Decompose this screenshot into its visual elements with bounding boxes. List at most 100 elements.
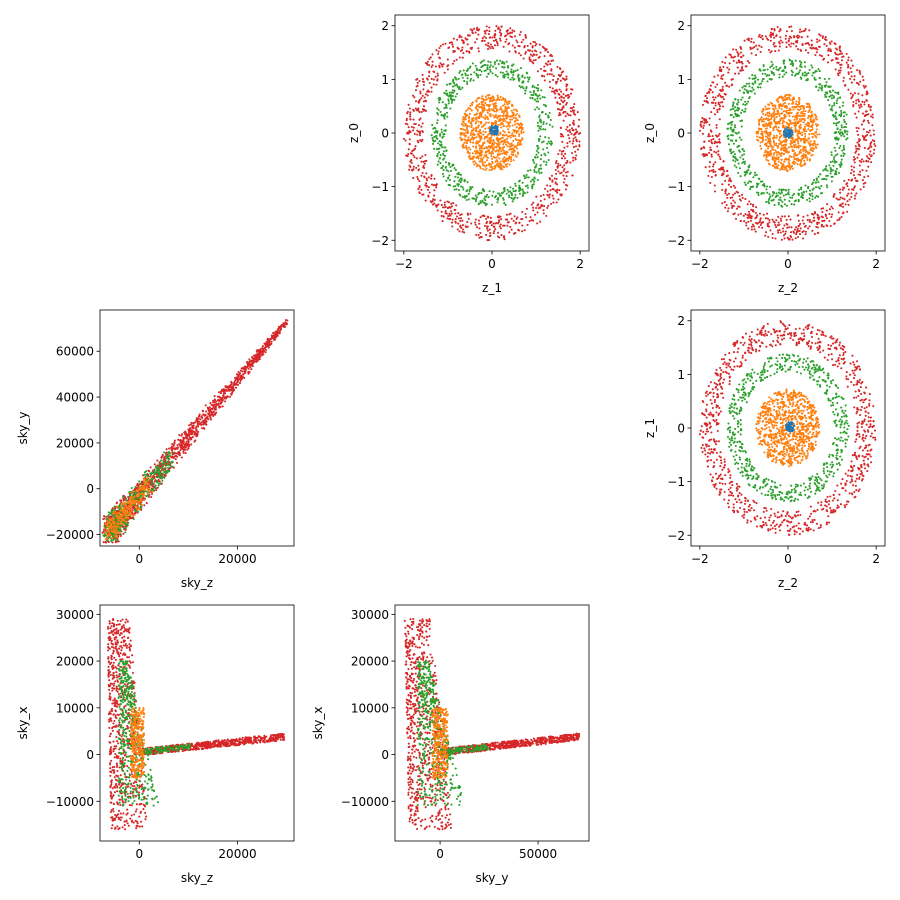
scatter-point-orange bbox=[784, 104, 788, 108]
scatter-point-green bbox=[458, 71, 461, 74]
scatter-point-orange bbox=[485, 104, 488, 107]
scatter-point-red bbox=[764, 217, 767, 220]
scatter-point-red bbox=[747, 214, 750, 217]
scatter-point-green bbox=[524, 185, 527, 188]
scatter-point-green bbox=[803, 71, 807, 74]
scatter-point-red bbox=[730, 56, 733, 59]
scatter-point-orange bbox=[474, 117, 477, 120]
scatter-point-green bbox=[518, 189, 521, 193]
scatter-point-red bbox=[713, 150, 716, 153]
scatter-point-red bbox=[801, 230, 804, 234]
scatter-point-red bbox=[420, 174, 423, 177]
scatter-point-orange bbox=[814, 143, 817, 146]
scatter-point-green bbox=[810, 64, 813, 67]
scatter-point-red bbox=[719, 473, 722, 476]
scatter-point-red bbox=[766, 223, 769, 226]
scatter-point-red bbox=[831, 207, 834, 210]
scatter-point-orange bbox=[811, 136, 814, 139]
scatter-point-red bbox=[428, 64, 431, 67]
scatter-point-orange bbox=[473, 133, 476, 136]
scatter-point-orange bbox=[471, 118, 474, 121]
scatter-point-red bbox=[563, 99, 566, 102]
scatter-point-red bbox=[744, 198, 747, 201]
scatter-point-red bbox=[481, 37, 484, 40]
scatter-point-green bbox=[740, 125, 743, 128]
scatter-point-green bbox=[795, 67, 798, 70]
scatter-point-red bbox=[755, 206, 758, 209]
scatter-point-red bbox=[530, 203, 533, 206]
scatter-point-red bbox=[774, 223, 777, 227]
scatter-point-red bbox=[500, 234, 503, 237]
scatter-point-red bbox=[795, 531, 798, 534]
scatter-point-orange bbox=[799, 127, 802, 130]
scatter-point-red bbox=[831, 58, 834, 62]
scatter-point-green bbox=[450, 91, 453, 94]
scatter-point-red bbox=[424, 199, 427, 202]
scatter-point-orange bbox=[469, 141, 472, 144]
scatter-point-red bbox=[870, 145, 873, 149]
scatter-point-red bbox=[816, 48, 819, 51]
scatter-point-green bbox=[503, 186, 506, 190]
scatter-point-orange bbox=[517, 139, 520, 142]
scatter-point-orange bbox=[479, 138, 482, 141]
scatter-point-red bbox=[712, 395, 715, 398]
scatter-point-green bbox=[798, 60, 801, 63]
scatter-point-green bbox=[842, 152, 845, 155]
scatter-point-red bbox=[441, 220, 444, 223]
scatter-point-red bbox=[556, 101, 559, 104]
scatter-point-green bbox=[740, 98, 743, 101]
scatter-point-orange bbox=[478, 96, 481, 99]
scatter-point-green bbox=[490, 203, 494, 206]
scatter-point-red bbox=[851, 93, 855, 97]
scatter-point-orange bbox=[803, 159, 806, 162]
scatter-point-red bbox=[751, 47, 754, 50]
scatter-point-green bbox=[749, 171, 752, 174]
scatter-point-green bbox=[540, 89, 543, 92]
scatter-point-red bbox=[558, 189, 561, 192]
scatter-point-red bbox=[753, 46, 756, 49]
scatter-point-red bbox=[538, 55, 541, 58]
scatter-point-orange bbox=[770, 152, 773, 155]
scatter-point-green bbox=[466, 74, 469, 77]
scatter-point-red bbox=[562, 101, 565, 104]
scatter-point-green bbox=[748, 85, 751, 88]
scatter-point-red bbox=[470, 46, 474, 49]
scatter-point-green bbox=[782, 62, 785, 65]
scatter-point-green bbox=[751, 86, 754, 89]
scatter-point-green bbox=[825, 95, 828, 98]
scatter-point-green bbox=[747, 90, 750, 93]
scatter-point-orange bbox=[521, 128, 524, 131]
scatter-point-red bbox=[736, 50, 739, 54]
scatter-point-green bbox=[474, 64, 477, 67]
scatter-point-red bbox=[828, 219, 831, 223]
scatter-point-red bbox=[431, 53, 434, 56]
scatter-point-green bbox=[536, 121, 539, 124]
scatter-point-orange bbox=[480, 151, 483, 155]
scatter-point-red bbox=[725, 366, 728, 369]
scatter-point-green bbox=[736, 102, 739, 105]
scatter-point-red bbox=[748, 39, 751, 42]
scatter-point-green bbox=[456, 84, 459, 87]
scatter-point-red bbox=[513, 215, 516, 218]
scatter-point-red bbox=[421, 78, 425, 81]
scatter-point-red bbox=[495, 40, 499, 43]
scatter-point-orange bbox=[482, 133, 485, 136]
scatter-point-orange bbox=[498, 145, 501, 149]
scatter-point-red bbox=[862, 120, 865, 123]
scatter-point-orange bbox=[816, 123, 820, 126]
scatter-point-red bbox=[424, 62, 428, 65]
scatter-point-green bbox=[461, 186, 464, 189]
scatter-point-orange bbox=[515, 108, 518, 111]
scatter-point-green bbox=[474, 200, 478, 203]
scatter-point-red bbox=[851, 64, 854, 67]
scatter-point-green bbox=[469, 79, 472, 82]
scatter-point-orange bbox=[495, 120, 498, 123]
scatter-point-red bbox=[852, 396, 856, 399]
scatter-point-green bbox=[781, 75, 784, 78]
scatter-point-red bbox=[569, 131, 572, 134]
scatter-point-red bbox=[705, 100, 708, 103]
scatter-point-green bbox=[442, 152, 445, 155]
scatter-point-red bbox=[865, 159, 868, 162]
scatter-point-red bbox=[815, 51, 818, 54]
scatter-point-red bbox=[507, 221, 510, 224]
